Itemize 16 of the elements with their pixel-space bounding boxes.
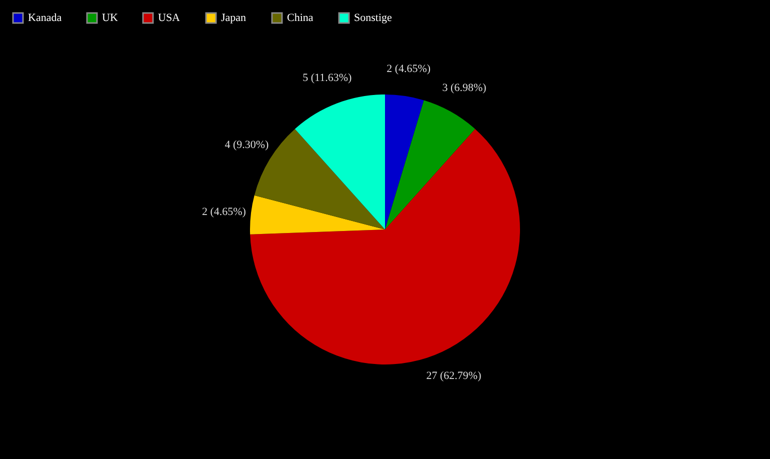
data-label: 27 (62.79%): [426, 370, 482, 382]
pie-slice: [250, 195, 385, 234]
pie-slice: [294, 94, 385, 230]
legend-label: UK: [102, 12, 118, 24]
pie-slice: [385, 100, 476, 230]
pie-slice: [385, 94, 424, 230]
data-label: 2 (4.65%): [202, 206, 246, 218]
legend-label: Japan: [221, 12, 247, 24]
data-label: 2 (4.65%): [386, 63, 431, 76]
data-label: 5 (11.63%): [302, 72, 352, 84]
legend-label: Kanada: [28, 12, 62, 24]
data-label: 4 (9.30%): [224, 139, 270, 152]
data-label: 3 (6.98%): [442, 82, 487, 94]
legend-label: Sonstige: [354, 12, 392, 24]
legend-label: USA: [158, 12, 180, 24]
legend-label: China: [287, 12, 314, 24]
